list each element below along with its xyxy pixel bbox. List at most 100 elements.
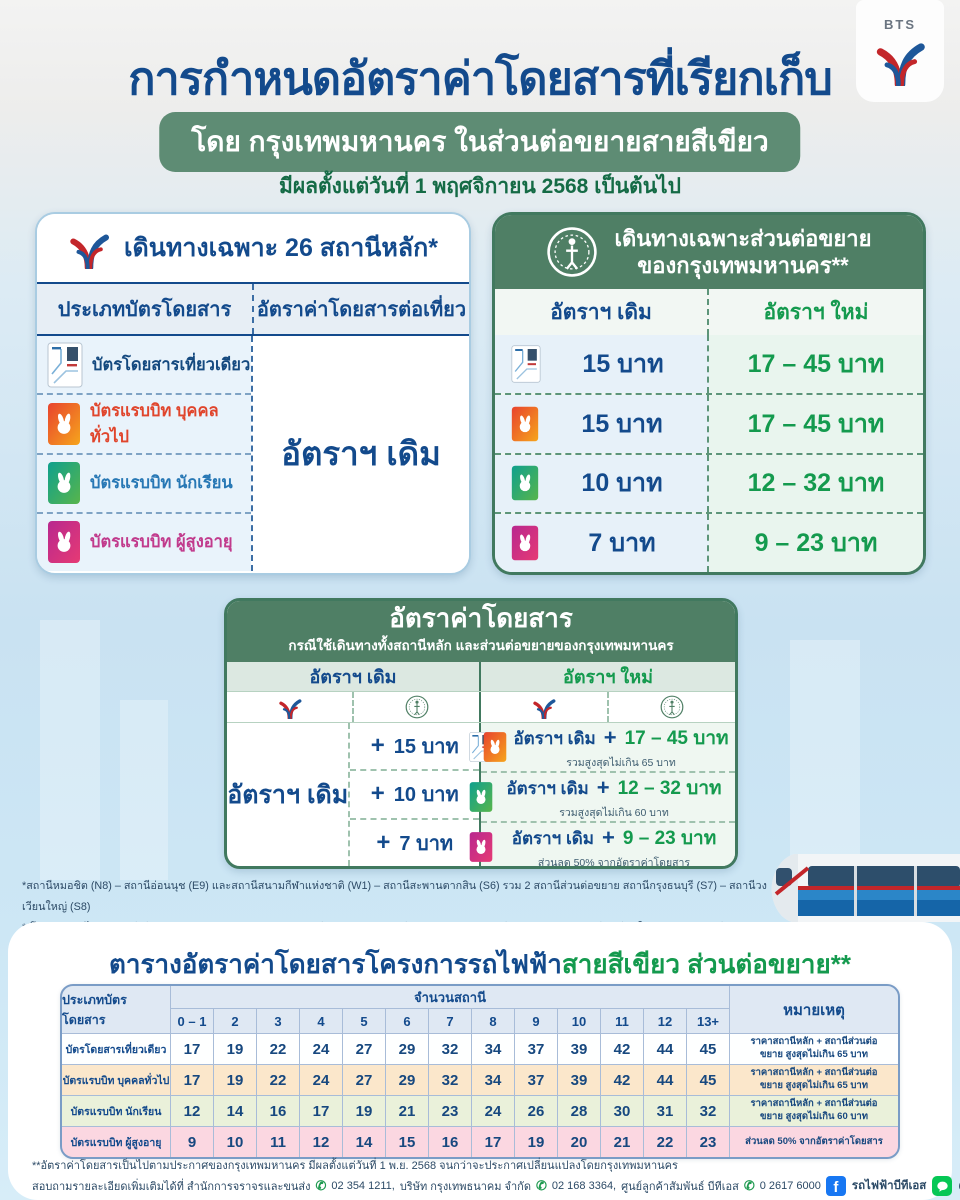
plus-sign: + — [370, 780, 385, 808]
phone-number: 02 354 1211, — [331, 1180, 395, 1192]
new-fare: 17 – 45 บาท — [709, 394, 923, 453]
fare-cell: 37 — [515, 1065, 557, 1095]
new-range: 17 – 45 บาท — [624, 728, 729, 749]
fare-cell: 9 — [171, 1127, 213, 1157]
bts-icon — [68, 227, 110, 269]
row-label: บัตรแรบบิท บุคคลทั่วไป — [62, 1065, 170, 1095]
ticket-label: บัตรโดยสารเที่ยวเดียว — [92, 355, 251, 374]
ticket-label: บัตรแรบบิท นักเรียน — [90, 474, 233, 493]
combined-header: อัตราค่าโดยสาร กรณีใช้เดินทางทั้งสถานีหล… — [227, 601, 735, 662]
rabbit-card-green-icon — [511, 466, 539, 501]
line-icon — [932, 1176, 953, 1196]
row-label: บัตรแรบบิท ผู้สูงอายุ — [62, 1127, 170, 1157]
page-title: การกำหนดอัตราค่าโดยสารที่เรียกเก็บ — [128, 53, 833, 104]
fare-cell: 28 — [558, 1096, 600, 1126]
row-note: ราคาสถานีหลัก + สถานีส่วนต่อขยาย สูงสุดไ… — [730, 1034, 898, 1064]
fare-cell: 44 — [644, 1034, 686, 1064]
facebook-icon: f — [825, 1176, 846, 1196]
new-base-label: อัตราฯ เดิม — [513, 728, 596, 748]
fare-cell: 34 — [472, 1034, 514, 1064]
new-range: 9 – 23 บาท — [622, 828, 717, 849]
fare-cell: 21 — [386, 1096, 428, 1126]
ticket-list: บัตรโดยสารเที่ยวเดียว บัตรแรบบิท บุคคลทั… — [37, 336, 253, 571]
fare-cell: 22 — [257, 1034, 299, 1064]
th-stations: 7 — [429, 1009, 471, 1033]
new-range: 12 – 32 บาท — [617, 778, 722, 799]
fare-cell: 17 — [300, 1096, 342, 1126]
fare-cell: 27 — [343, 1034, 385, 1064]
old-add-column: +15 บาท +10 บาท +7 บาท — [350, 723, 479, 866]
fare-cell: 39 — [558, 1034, 600, 1064]
phone-icon: ✆ — [315, 1178, 327, 1193]
combined-title: อัตราค่าโดยสาร — [389, 603, 573, 633]
extension-row-rabbit-senior: 7 บาท 9 – 23 บาท — [495, 512, 923, 572]
th-stations: 12 — [644, 1009, 686, 1033]
th-station-count: จำนวนสถานี — [171, 986, 729, 1008]
phone-icon: ✆ — [535, 1178, 547, 1193]
bma-seal-icon — [546, 226, 598, 278]
single-journey-ticket-icon — [511, 344, 541, 384]
cap-note: รวมสูงสุดไม่เกิน 65 บาท — [566, 757, 676, 769]
footer-contact: สอบถามรายละเอียดเพิ่มเติมได้ที่ สำนักการ… — [32, 1176, 960, 1196]
fare-cell: 12 — [171, 1096, 213, 1126]
fare-cell: 21 — [601, 1127, 643, 1157]
extension-title-line1: เดินทางเฉพาะส่วนต่อขยาย — [614, 225, 872, 251]
th-stations: 2 — [214, 1009, 256, 1033]
old-fare: 15 บาท — [581, 409, 663, 438]
fare-cell: 10 — [214, 1127, 256, 1157]
bma-seal-icon — [405, 695, 429, 719]
th-stations: 0 – 1 — [171, 1009, 213, 1033]
th-stations: 8 — [472, 1009, 514, 1033]
fare-cell: 29 — [386, 1034, 428, 1064]
fare-cell: 24 — [300, 1065, 342, 1095]
base-fare-cell: อัตราฯ เดิม — [227, 723, 351, 866]
train-illustration — [771, 854, 960, 922]
fare-cell: 31 — [644, 1096, 686, 1126]
th-ticket-type: ประเภทบัตรโดยสาร — [62, 986, 170, 1033]
th-stations: 5 — [343, 1009, 385, 1033]
row-label: บัตรโดยสารเที่ยวเดียว — [62, 1034, 170, 1064]
fare-cell: 23 — [429, 1096, 471, 1126]
contact-org: บริษัท กรุงเทพธนาคม จำกัด — [399, 1181, 531, 1193]
fare-cell: 30 — [601, 1096, 643, 1126]
plus-sign: + — [603, 725, 617, 750]
fare-table-title-main: ตารางอัตราค่าโดยสารโครงการรถไฟฟ้า — [109, 949, 562, 979]
phone-icon: ✆ — [743, 1178, 755, 1193]
col-new-fare: อัตราฯ ใหม่ — [763, 300, 869, 324]
th-note: หมายเหตุ — [730, 986, 898, 1033]
old-add-row: +10 บาท — [350, 769, 479, 817]
extension-row-rabbit-adult: 15 บาท 17 – 45 บาท — [495, 392, 923, 453]
row-note: ราคาสถานีหลัก + สถานีส่วนต่อขยาย สูงสุดไ… — [730, 1096, 898, 1126]
fare-cell: 14 — [343, 1127, 385, 1157]
fare-cell: 12 — [300, 1127, 342, 1157]
bts-logo-text: BTS — [884, 16, 916, 32]
th-stations: 6 — [386, 1009, 428, 1033]
rabbit-card-orange-icon — [48, 402, 80, 445]
ticket-row-rabbit-student: บัตรแรบบิท นักเรียน — [37, 452, 251, 512]
main-stations-header: เดินทางเฉพาะ 26 สถานีหลัก* — [37, 214, 469, 284]
ticket-row-rabbit-senior: บัตรแรบบิท ผู้สูงอายุ — [37, 511, 251, 571]
fare-cell: 19 — [515, 1127, 557, 1157]
fare-cell: 24 — [472, 1096, 514, 1126]
rabbit-card-orange-icon — [483, 732, 507, 762]
fare-cell: 17 — [171, 1065, 213, 1095]
social-links: f รถไฟฟ้าบีทีเอส @btsskytrain — [825, 1176, 960, 1196]
fare-cell: 17 — [472, 1127, 514, 1157]
bts-logo-tile: BTS — [856, 0, 944, 102]
fare-cell: 14 — [214, 1096, 256, 1126]
fare-table: ประเภทบัตรโดยสาร จำนวนสถานี หมายเหตุ 0 –… — [60, 984, 900, 1159]
new-fare-row: อัตราฯ เดิม +9 – 23 บาท ส่วนลด 50% จากอัต… — [469, 821, 735, 866]
new-fare: 17 – 45 บาท — [709, 335, 923, 393]
ticket-label: บัตรแรบบิท ผู้สูงอายุ — [90, 533, 233, 552]
subtitle-pill: โดย กรุงเทพมหานคร ในส่วนต่อขยายสายสีเขีย… — [159, 112, 801, 172]
fare-cell: 16 — [429, 1127, 471, 1157]
fare-cell: 22 — [644, 1127, 686, 1157]
fare-cell: 32 — [429, 1034, 471, 1064]
plus-sign: + — [596, 775, 610, 800]
extension-title-line2: ของกรุงเทพมหานคร** — [637, 253, 849, 278]
extension-row-single: 15 บาท 17 – 45 บาท — [495, 335, 923, 393]
row-note: ราคาสถานีหลัก + สถานีส่วนต่อขยาย สูงสุดไ… — [730, 1065, 898, 1095]
bts-icon — [278, 695, 302, 719]
fare-cell: 15 — [386, 1127, 428, 1157]
